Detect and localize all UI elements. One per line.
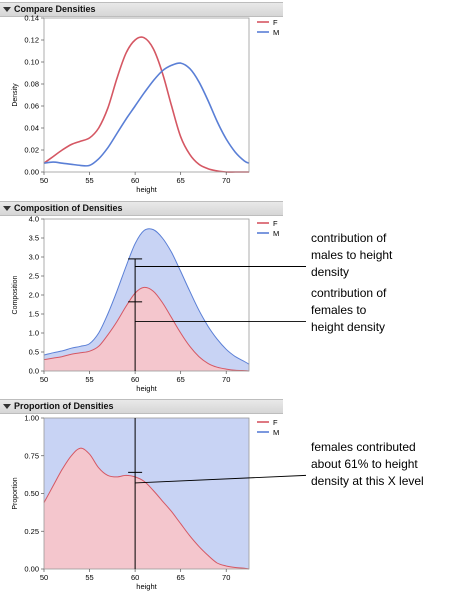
series-line-M <box>43 228 250 365</box>
y-axis-label: Composition <box>12 275 19 314</box>
area-F <box>44 448 249 569</box>
y-tick-label: 0.0 <box>29 367 39 376</box>
disclosure-triangle-icon[interactable] <box>3 6 11 12</box>
y-tick-label: 0.06 <box>24 102 39 111</box>
x-tick-label: 65 <box>176 375 184 384</box>
panel-header-proportion[interactable]: Proportion of Densities <box>0 399 283 414</box>
y-tick-label: 0.25 <box>24 527 39 536</box>
y-tick-label: 0.04 <box>24 124 39 133</box>
x-tick-label: 60 <box>131 375 139 384</box>
x-tick-label: 50 <box>40 573 48 582</box>
x-tick-label: 70 <box>222 375 230 384</box>
annotation-line: height density <box>311 320 386 334</box>
x-tick-label: 65 <box>176 176 184 185</box>
annotation-line: females to <box>311 303 367 317</box>
y-tick-label: 3.0 <box>29 253 39 262</box>
legend-label-F: F <box>273 418 278 427</box>
x-tick-label: 60 <box>131 176 139 185</box>
x-axis-label: height <box>136 185 157 194</box>
callout-line-proportion <box>135 474 307 484</box>
series-line-F <box>43 36 249 173</box>
legend-label-M: M <box>273 428 279 437</box>
annotation-line: about 61% to height <box>311 457 418 471</box>
area-F <box>44 287 249 371</box>
annotation-females: contribution of females to height densit… <box>311 285 386 336</box>
legend-label-F: F <box>273 18 278 27</box>
panel-title: Compare Densities <box>14 4 96 14</box>
series-line-F <box>43 447 250 570</box>
annotation-line: density <box>311 265 350 279</box>
y-tick-label: 0.02 <box>24 146 39 155</box>
x-tick-label: 70 <box>222 573 230 582</box>
y-tick-label: 2.5 <box>29 272 39 281</box>
x-tick-label: 50 <box>40 375 48 384</box>
y-tick-label: 1.00 <box>24 414 39 423</box>
y-tick-label: 2.0 <box>29 291 39 300</box>
y-tick-label: 0.14 <box>24 14 39 23</box>
panel-header-compare[interactable]: Compare Densities <box>0 2 283 17</box>
panel-title: Composition of Densities <box>14 203 123 213</box>
series-line-F <box>43 286 250 372</box>
panel-header-composition[interactable]: Composition of Densities <box>0 201 283 216</box>
legend-label-M: M <box>273 229 279 238</box>
x-tick-label: 50 <box>40 176 48 185</box>
y-tick-label: 0.08 <box>24 80 39 89</box>
x-axis-label: height <box>136 384 157 393</box>
y-tick-label: 0.5 <box>29 348 39 357</box>
annotation-line: contribution of <box>311 231 387 245</box>
x-tick-label: 70 <box>222 176 230 185</box>
panel-title: Proportion of Densities <box>14 401 114 411</box>
annotation-line: contribution of <box>311 286 387 300</box>
x-tick-label: 55 <box>85 573 93 582</box>
annotation-line: males to height <box>311 248 393 262</box>
x-tick-label: 55 <box>85 375 93 384</box>
x-tick-label: 65 <box>176 573 184 582</box>
plot-frame <box>43 17 250 173</box>
annotation-proportion: females contributed about 61% to height … <box>311 439 424 490</box>
x-tick-label: 55 <box>85 176 93 185</box>
x-tick-label: 60 <box>131 573 139 582</box>
disclosure-triangle-icon[interactable] <box>3 205 11 211</box>
legend-label-M: M <box>273 28 279 37</box>
y-tick-label: 0.10 <box>24 58 39 67</box>
y-tick-label: 0.75 <box>24 451 39 460</box>
annotation-line: females contributed <box>311 440 416 454</box>
y-tick-label: 4.0 <box>29 215 39 224</box>
legend-label-F: F <box>273 219 278 228</box>
disclosure-triangle-icon[interactable] <box>3 403 11 409</box>
y-axis-label: Proportion <box>12 477 19 509</box>
y-tick-label: 0.00 <box>24 565 39 574</box>
annotation-males: contribution of males to height density <box>311 230 392 281</box>
series-line-M <box>43 62 250 167</box>
y-tick-label: 1.0 <box>29 329 39 338</box>
y-tick-label: 1.5 <box>29 310 39 319</box>
annotation-line: density at this X level <box>311 474 424 488</box>
y-tick-label: 3.5 <box>29 234 39 243</box>
y-tick-label: 0.00 <box>24 168 39 177</box>
y-axis-label: Density <box>12 83 19 107</box>
y-tick-label: 0.50 <box>24 489 39 498</box>
x-axis-label: height <box>136 582 157 591</box>
y-tick-label: 0.12 <box>24 36 39 45</box>
